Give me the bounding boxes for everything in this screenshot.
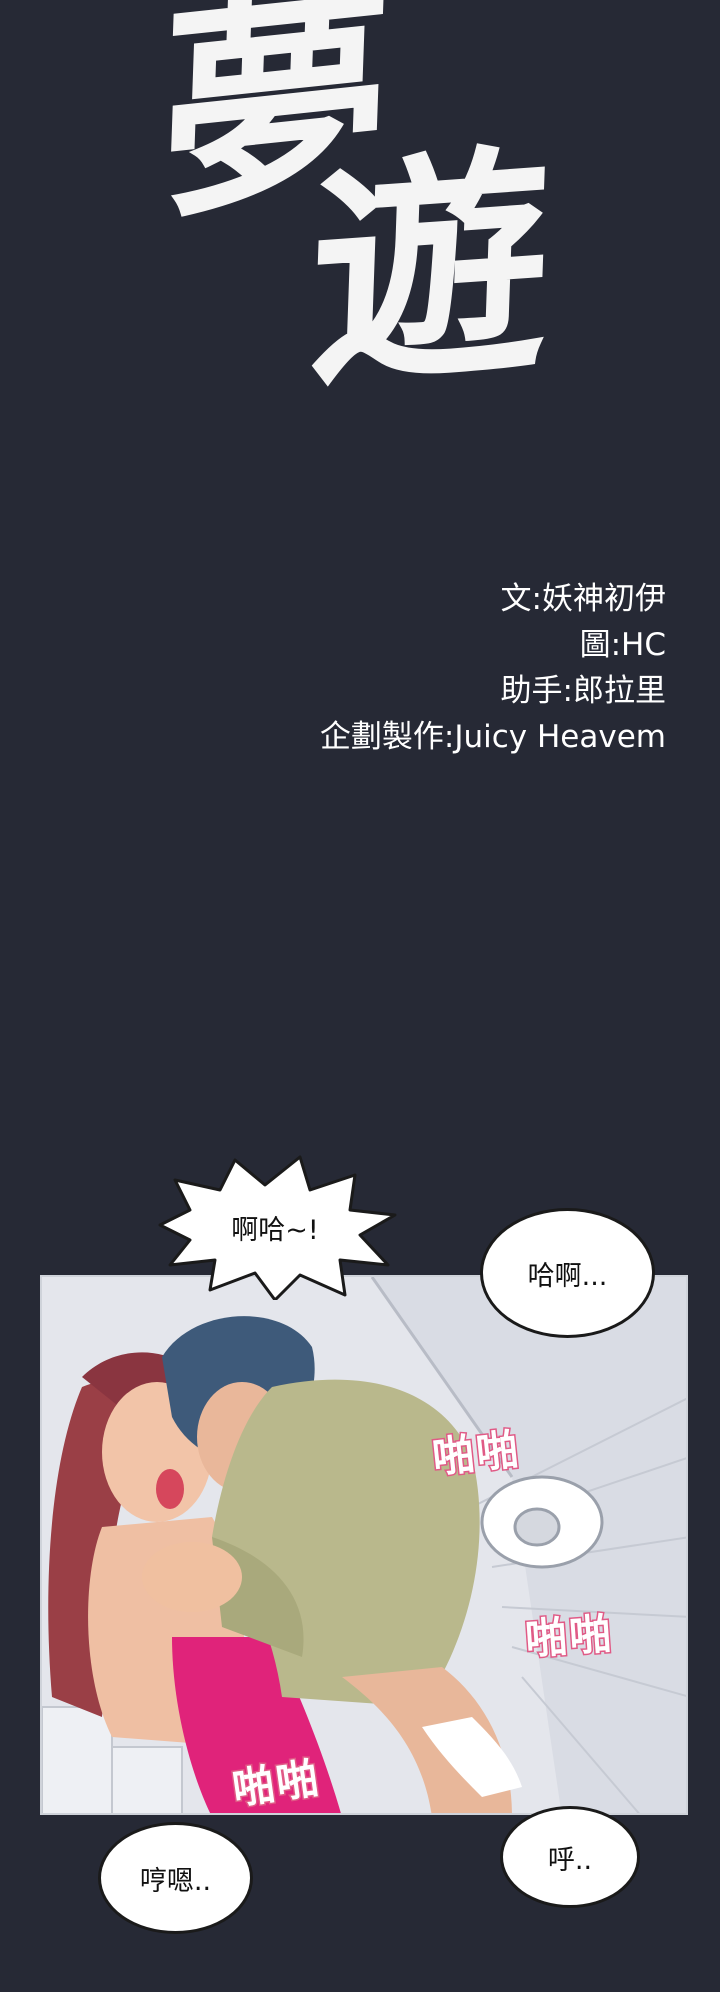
speech-bubble-top-right: 哈啊...	[480, 1208, 655, 1338]
credits: 文:妖神初伊 圖:HC 助手:郎拉里 企劃製作:Juicy Heavem	[320, 576, 666, 760]
speech-bubble-bottom-left: 哼嗯..	[98, 1822, 253, 1934]
credit-production: 企劃製作:Juicy Heavem	[319, 719, 666, 755]
comic-panel	[40, 1275, 688, 1815]
shout-bubble-text: 啊哈~!	[231, 1215, 319, 1246]
sfx-text-2: 啪啪	[522, 1607, 616, 1665]
title-char-2: 遊	[305, 119, 555, 421]
sfx-text-1: 啪啪	[428, 1423, 524, 1484]
credit-writer: 文:妖神初伊	[500, 581, 666, 617]
sfx-text-3: 啪啪	[228, 1752, 325, 1816]
credit-assistant: 助手:郎拉里	[500, 673, 666, 709]
credit-artist: 圖:HC	[579, 627, 666, 663]
series-title: 夢 遊	[150, 0, 590, 420]
shout-bubble-shape	[158, 1155, 397, 1300]
speech-bubble-bottom-left-text: 哼嗯..	[139, 1865, 212, 1897]
panel-illustration	[42, 1277, 686, 1813]
shout-bubble: 啊哈~!	[150, 1155, 400, 1300]
speech-bubble-bottom-right: 呼..	[500, 1806, 640, 1908]
speech-bubble-bottom-right-text: 呼..	[547, 1844, 593, 1876]
speech-bubble-top-right-text: 哈啊...	[527, 1260, 608, 1292]
